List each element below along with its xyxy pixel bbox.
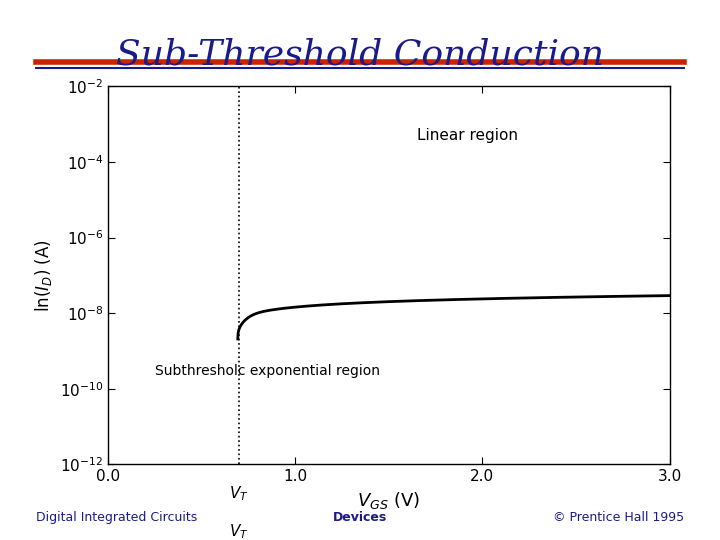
Text: Devices: Devices (333, 511, 387, 524)
Text: Digital Integrated Circuits: Digital Integrated Circuits (36, 511, 197, 524)
Text: © Prentice Hall 1995: © Prentice Hall 1995 (553, 511, 684, 524)
Text: Sub-Threshold Conduction: Sub-Threshold Conduction (116, 38, 604, 72)
Text: $V_T$: $V_T$ (229, 522, 249, 540)
Y-axis label: ln($I_D$) (A): ln($I_D$) (A) (33, 239, 54, 312)
Text: $V_T$: $V_T$ (229, 484, 249, 503)
X-axis label: $V_{GS}$ (V): $V_{GS}$ (V) (357, 490, 420, 511)
Text: Linear region: Linear region (417, 128, 518, 143)
Text: Subthresholc exponential region: Subthresholc exponential region (155, 364, 380, 378)
